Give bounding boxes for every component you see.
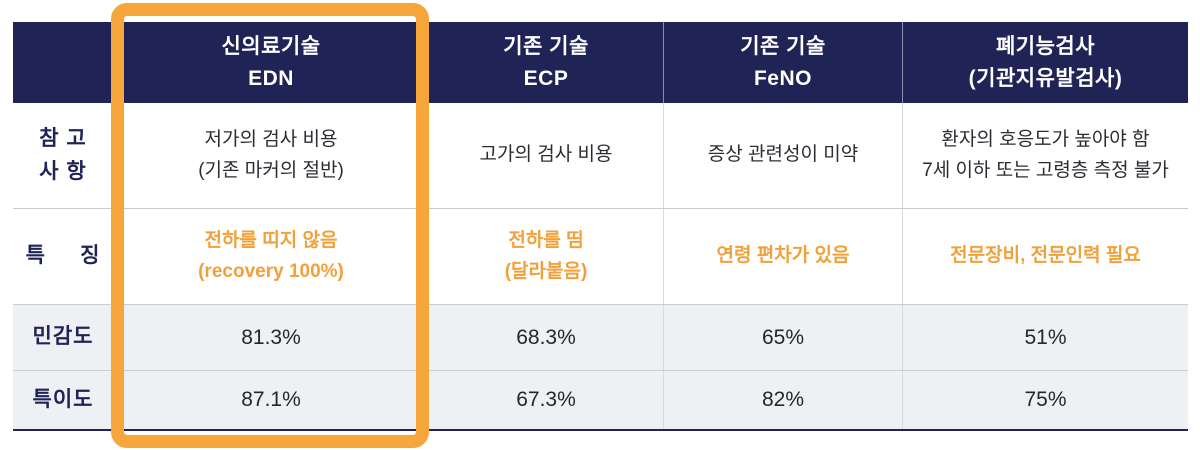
row-label-specificity: 특이도: [32, 387, 94, 411]
row-label-notes: 참 고 사 항: [39, 126, 87, 183]
table-cell: 증상 관련성이 미약: [663, 103, 902, 208]
table-header-row: 신의료기술 EDN 기존 기술 ECP 기존 기술 FeNO 폐기능검사 (기관…: [13, 22, 1188, 103]
table-cell: 고가의 검사 비용: [428, 103, 663, 208]
table-row-specificity: 특이도 87.1% 67.3% 82% 75%: [13, 370, 1188, 429]
table-row-features: 특 징 전하를 띠지 않음 (recovery 100%) 전하를 띰 (달라붙…: [13, 208, 1188, 304]
table-cell: 저가의 검사 비용 (기존 마커의 절반): [113, 103, 428, 208]
corner-cell: [13, 22, 113, 103]
table-row-sensitivity: 민감도 81.3% 68.3% 65% 51%: [13, 304, 1188, 370]
column-header-pft: 폐기능검사 (기관지유발검사): [902, 22, 1188, 103]
table-cell: 51%: [902, 305, 1188, 370]
column-header-ecp: 기존 기술 ECP: [428, 22, 663, 103]
table-row-notes: 참 고 사 항 저가의 검사 비용 (기존 마커의 절반) 고가의 검사 비용 …: [13, 103, 1188, 208]
row-label-sensitivity: 민감도: [32, 325, 94, 349]
table-cell: 87.1%: [113, 371, 428, 429]
table-cell: 전문장비, 전문인력 필요: [902, 209, 1188, 304]
table-cell: 75%: [902, 371, 1188, 429]
table-cell: 연령 편차가 있음: [663, 209, 902, 304]
table-cell: 전하를 띠지 않음 (recovery 100%): [113, 209, 428, 304]
table-cell: 환자의 호응도가 높아야 함 7세 이하 또는 고령층 측정 불가: [902, 103, 1188, 208]
table-cell: 67.3%: [428, 371, 663, 429]
column-header-feno: 기존 기술 FeNO: [663, 22, 902, 103]
table-cell: 68.3%: [428, 305, 663, 370]
table-cell: 전하를 띰 (달라붙음): [428, 209, 663, 304]
table-cell: 82%: [663, 371, 902, 429]
column-header-edn: 신의료기술 EDN: [113, 22, 428, 103]
comparison-table: 신의료기술 EDN 기존 기술 ECP 기존 기술 FeNO 폐기능검사 (기관…: [13, 22, 1188, 431]
row-label-features: 특 징: [25, 244, 101, 268]
table-cell: 65%: [663, 305, 902, 370]
table-cell: 81.3%: [113, 305, 428, 370]
